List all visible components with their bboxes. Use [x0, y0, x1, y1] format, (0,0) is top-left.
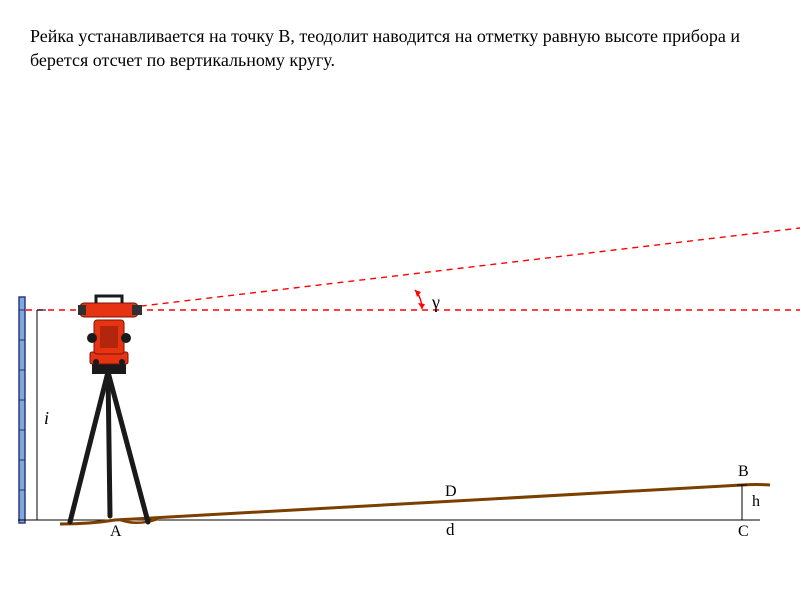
ground-line: [60, 485, 770, 525]
label-A: A: [110, 523, 122, 541]
theodolite-icon: [70, 296, 148, 522]
label-D: D: [445, 483, 457, 501]
left-ruler: [19, 297, 25, 523]
sightline-inclined: [108, 228, 800, 310]
label-B: B: [738, 463, 749, 481]
label-C: C: [738, 523, 749, 541]
label-gamma: γ: [432, 292, 440, 313]
h-bracket: [737, 485, 747, 520]
angle-arc: [415, 290, 425, 309]
label-h: h: [752, 493, 760, 511]
label-i: i: [44, 408, 49, 429]
label-d: d: [446, 520, 455, 540]
diagram-stage: [0, 0, 800, 600]
